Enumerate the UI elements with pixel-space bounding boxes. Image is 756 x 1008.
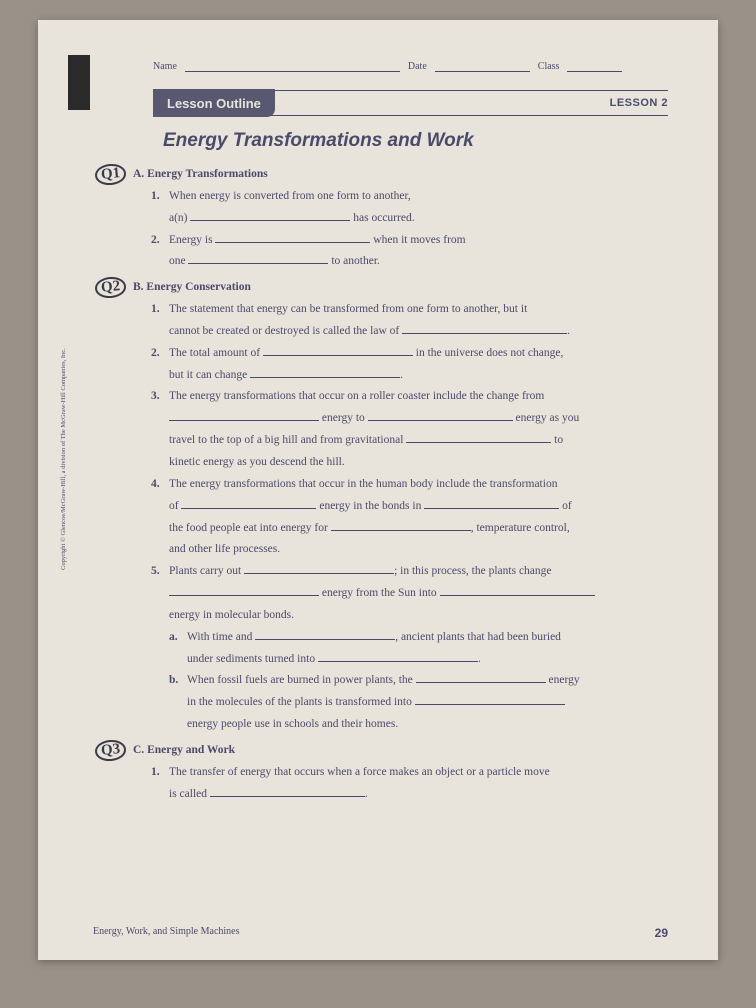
item-number: 1. [151, 186, 169, 208]
handwritten-q1: Q1 [94, 159, 128, 190]
blank[interactable] [244, 563, 394, 574]
class-blank[interactable] [567, 60, 622, 72]
item-number: 1. [151, 762, 169, 784]
page-footer: Energy, Work, and Simple Machines 29 [93, 926, 668, 940]
item-text: The statement that energy can be transfo… [169, 299, 668, 321]
date-label: Date [408, 61, 427, 72]
section-a-title: Energy Transformations [147, 168, 268, 180]
sub-letter: b. [169, 670, 187, 692]
blank[interactable] [416, 672, 546, 683]
item-b5: 5. Plants carry out ; in this process, t… [151, 561, 668, 583]
item-b4-line3: the food people eat into energy for , te… [169, 518, 668, 540]
item-c1-line2: is called . [169, 784, 668, 806]
name-blank[interactable] [185, 60, 400, 72]
item-b3-line4: kinetic energy as you descend the hill. [169, 452, 668, 474]
section-c-label: C. [133, 744, 144, 756]
blank[interactable] [318, 651, 478, 662]
blank[interactable] [415, 694, 565, 705]
blank[interactable] [190, 210, 350, 221]
item-text: The energy transformations that occur in… [169, 474, 668, 496]
page-number: 29 [655, 926, 668, 940]
item-b4-line4: and other life processes. [169, 539, 668, 561]
section-a-label: A. [133, 168, 144, 180]
content-body: Q1 A. Energy Transformations 1. When ene… [133, 164, 668, 805]
item-a2-line2: one to another. [169, 251, 668, 273]
item-b3-line3: travel to the top of a big hill and from… [169, 430, 668, 452]
binding-hole-mark [68, 55, 90, 110]
item-b5a: a. With time and , ancient plants that h… [169, 627, 668, 649]
blank[interactable] [406, 432, 551, 443]
item-b5-line2: energy from the Sun into [169, 583, 668, 605]
handwritten-q3: Q3 [94, 735, 128, 766]
item-b4: 4. The energy transformations that occur… [151, 474, 668, 496]
item-text: Energy is when it moves from [169, 230, 668, 252]
blank[interactable] [440, 585, 595, 596]
item-b1: 1. The statement that energy can be tran… [151, 299, 668, 321]
blank[interactable] [169, 585, 319, 596]
name-label: Name [153, 61, 177, 72]
item-number: 1. [151, 299, 169, 321]
item-b4-line2: of energy in the bonds in of [169, 496, 668, 518]
item-b5a-line2: under sediments turned into . [187, 649, 668, 671]
lesson-number: LESSON 2 [610, 97, 668, 109]
item-a1-line2: a(n) has occurred. [169, 208, 668, 230]
blank[interactable] [210, 786, 365, 797]
footer-source: Energy, Work, and Simple Machines [93, 926, 239, 940]
item-number: 2. [151, 343, 169, 365]
section-b-label: B. [133, 281, 144, 293]
item-b5b: b. When fossil fuels are burned in power… [169, 670, 668, 692]
item-text: With time and , ancient plants that had … [187, 627, 668, 649]
sub-letter: a. [169, 627, 187, 649]
class-label: Class [538, 61, 560, 72]
page-title: Energy Transformations and Work [163, 130, 668, 152]
date-blank[interactable] [435, 60, 530, 72]
item-b2: 2. The total amount of in the universe d… [151, 343, 668, 365]
section-b-head: Q2 B. Energy Conservation [133, 277, 668, 299]
item-a2: 2. Energy is when it moves from [151, 230, 668, 252]
item-text: Plants carry out ; in this process, the … [169, 561, 668, 583]
section-b-title: Energy Conservation [146, 281, 250, 293]
item-text: When fossil fuels are burned in power pl… [187, 670, 668, 692]
item-b2-line2: but it can change . [169, 365, 668, 387]
section-c-head: Q3 C. Energy and Work [133, 740, 668, 762]
blank[interactable] [188, 253, 328, 264]
blank[interactable] [263, 345, 413, 356]
item-text: The energy transformations that occur on… [169, 386, 668, 408]
item-a1: 1. When energy is converted from one for… [151, 186, 668, 208]
item-text: When energy is converted from one form t… [169, 186, 668, 208]
item-b3-line2: energy to energy as you [169, 408, 668, 430]
item-b5b-line2: in the molecules of the plants is transf… [187, 692, 668, 714]
item-number: 2. [151, 230, 169, 252]
lesson-bar: Lesson Outline LESSON 2 [153, 90, 668, 116]
item-b3: 3. The energy transformations that occur… [151, 386, 668, 408]
item-text: The total amount of in the universe does… [169, 343, 668, 365]
item-c1: 1. The transfer of energy that occurs wh… [151, 762, 668, 784]
handwritten-q2: Q2 [94, 272, 128, 303]
blank[interactable] [181, 498, 316, 509]
blank[interactable] [331, 520, 471, 531]
section-a-head: Q1 A. Energy Transformations [133, 164, 668, 186]
item-b5b-line3: energy people use in schools and their h… [187, 714, 668, 736]
blank[interactable] [215, 232, 370, 243]
item-number: 5. [151, 561, 169, 583]
blank[interactable] [424, 498, 559, 509]
blank[interactable] [250, 367, 400, 378]
section-c-title: Energy and Work [147, 744, 235, 756]
copyright-text: Copyright © Glencoe/McGraw-Hill, a divis… [60, 348, 67, 570]
worksheet-page: Name Date Class Lesson Outline LESSON 2 … [38, 20, 718, 960]
item-number: 4. [151, 474, 169, 496]
blank[interactable] [368, 410, 513, 421]
blank[interactable] [255, 629, 395, 640]
header-fill-line: Name Date Class [153, 60, 668, 72]
item-number: 3. [151, 386, 169, 408]
item-b1-line2: cannot be created or destroyed is called… [169, 321, 668, 343]
blank[interactable] [402, 323, 567, 334]
item-text: The transfer of energy that occurs when … [169, 762, 668, 784]
blank[interactable] [169, 410, 319, 421]
lesson-outline-tab: Lesson Outline [153, 89, 275, 117]
item-b5-line3: energy in molecular bonds. [169, 605, 668, 627]
